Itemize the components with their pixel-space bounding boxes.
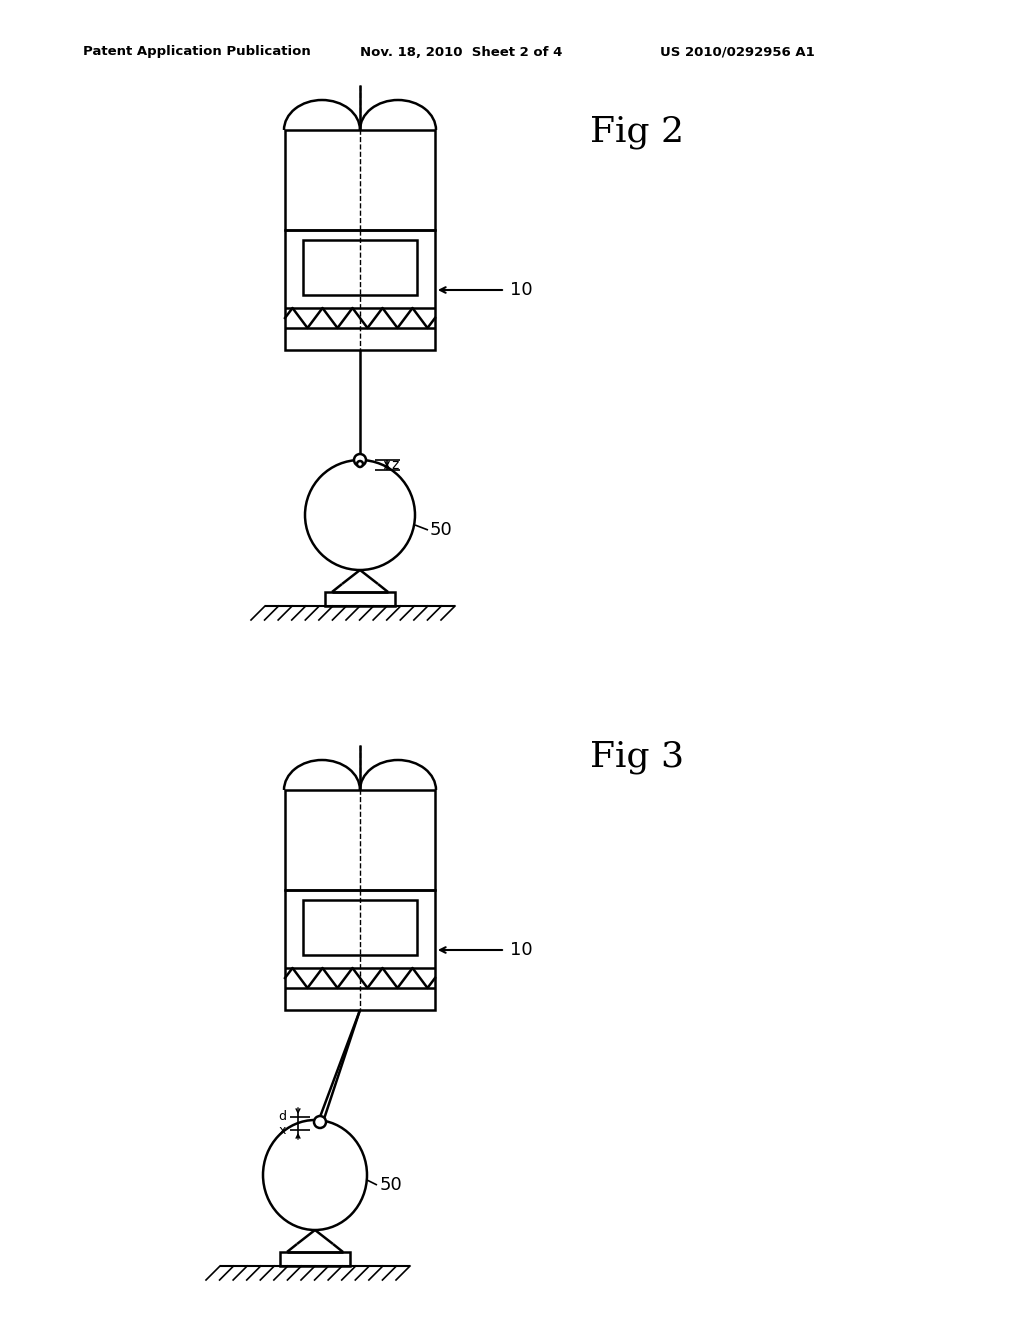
Text: 50: 50 bbox=[380, 1176, 402, 1195]
Circle shape bbox=[354, 454, 366, 466]
Ellipse shape bbox=[305, 459, 415, 570]
Bar bbox=[303, 900, 417, 954]
Bar bbox=[285, 129, 435, 230]
Text: 10: 10 bbox=[510, 941, 532, 960]
Text: Patent Application Publication: Patent Application Publication bbox=[83, 45, 310, 58]
Text: 10: 10 bbox=[510, 281, 532, 300]
Ellipse shape bbox=[263, 1119, 367, 1230]
Text: d: d bbox=[278, 1110, 286, 1123]
Bar bbox=[285, 890, 435, 1010]
Text: Nov. 18, 2010  Sheet 2 of 4: Nov. 18, 2010 Sheet 2 of 4 bbox=[360, 45, 562, 58]
Text: Fig 2: Fig 2 bbox=[590, 115, 684, 149]
Bar bbox=[325, 591, 395, 606]
Circle shape bbox=[357, 461, 362, 467]
Text: Fig 3: Fig 3 bbox=[590, 741, 684, 774]
Bar bbox=[303, 240, 417, 294]
Text: 50: 50 bbox=[430, 521, 453, 539]
Circle shape bbox=[314, 1115, 326, 1129]
Text: z: z bbox=[391, 458, 398, 473]
Bar bbox=[280, 1251, 350, 1266]
Text: US 2010/0292956 A1: US 2010/0292956 A1 bbox=[660, 45, 815, 58]
Text: x: x bbox=[279, 1123, 286, 1137]
Bar bbox=[285, 789, 435, 890]
Bar bbox=[285, 230, 435, 350]
